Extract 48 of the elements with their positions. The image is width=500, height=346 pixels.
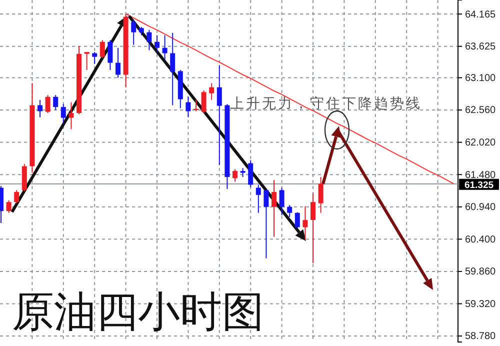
y-tick-label: 59.320 [465, 298, 496, 310]
y-tick-label: 63.100 [465, 72, 496, 84]
candlestick [170, 32, 176, 106]
candlestick [84, 52, 90, 70]
candlestick [100, 40, 105, 58]
candlestick [131, 19, 136, 46]
candlestick [53, 94, 58, 111]
candlestick [216, 64, 222, 166]
candlestick [60, 104, 66, 124]
line-series [125, 13, 454, 184]
ref-line-label: 61.325 [464, 180, 494, 191]
y-tick-label: 63.625 [465, 42, 496, 53]
y-tick-label: 64.165 [465, 9, 496, 20]
y-tick-label: 62.560 [465, 105, 496, 116]
y-tick-label: 60.400 [465, 234, 496, 246]
y-tick-label: 59.860 [465, 266, 496, 278]
candlestick [116, 47, 120, 78]
candlestick [248, 160, 254, 188]
candlestick [209, 82, 214, 100]
candlestick [287, 204, 292, 218]
candlestick [256, 184, 261, 214]
candlestick [154, 34, 160, 53]
annotation: 上升无力，守住下降趋势线 [230, 95, 422, 111]
candlestick [6, 200, 12, 214]
candlestick [279, 187, 284, 216]
candlestick [310, 192, 316, 264]
candlestick [162, 34, 168, 60]
candlestick [201, 90, 206, 114]
candlestick [22, 163, 27, 192]
y-tick-label: 61.480 [465, 170, 496, 181]
candlestick [146, 29, 152, 51]
candlestick [68, 102, 74, 130]
candlestick [294, 212, 300, 228]
candlestick [108, 40, 113, 70]
candlestick [38, 99, 42, 118]
candlestick [302, 206, 308, 240]
candlestick [14, 190, 20, 204]
candlestick [264, 190, 269, 259]
candlestick [318, 176, 324, 214]
y-tick-label: 60.940 [465, 202, 496, 214]
y-tick-label: 62.020 [465, 138, 496, 148]
candlestick [272, 179, 276, 238]
candlestick [232, 168, 238, 182]
candlestick [45, 94, 50, 114]
text: 原油四小时图 [12, 287, 264, 336]
candlestick [186, 96, 191, 118]
candlestick [92, 52, 98, 64]
y-tick-label: 58.780 [465, 331, 496, 342]
